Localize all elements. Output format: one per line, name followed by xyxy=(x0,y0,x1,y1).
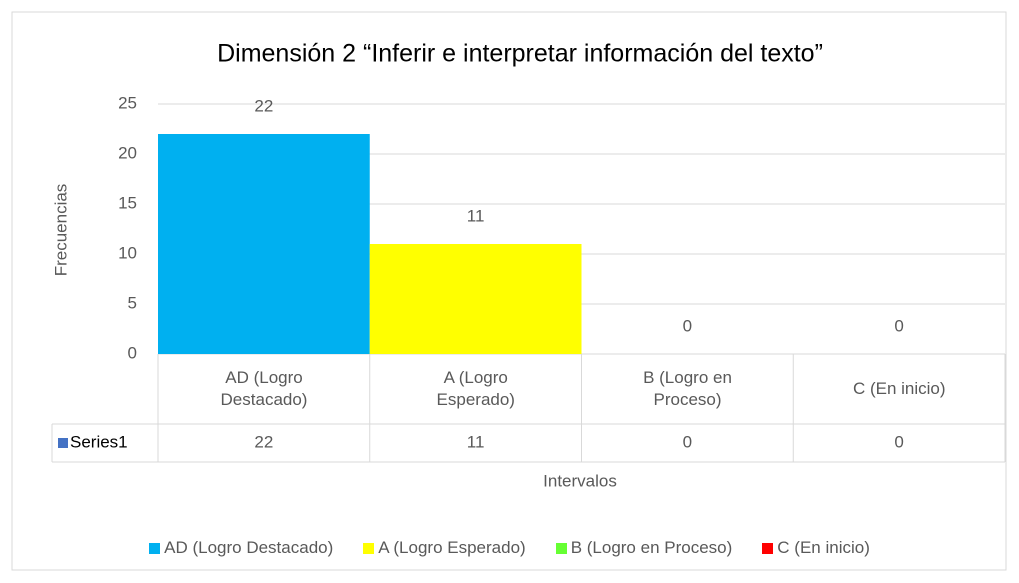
data-label: 0 xyxy=(894,316,903,335)
category-cell: B (Logro en Proceso) xyxy=(582,354,794,424)
y-axis-label: Frecuencias xyxy=(51,184,70,277)
legend-item: B (Logro en Proceso) xyxy=(555,538,733,558)
y-tick-label: 10 xyxy=(118,243,137,262)
category-cell: AD (Logro Destacado) xyxy=(158,354,370,424)
y-tick-label: 0 xyxy=(128,343,137,362)
legend-item: AD (Logro Destacado) xyxy=(149,538,333,558)
legend-item: A (Logro Esperado) xyxy=(363,538,526,558)
table-value: 0 xyxy=(683,432,692,451)
y-tick-label: 20 xyxy=(118,143,137,162)
table-value: 11 xyxy=(467,432,485,451)
x-axis-label: Intervalos xyxy=(543,471,617,490)
data-label: 11 xyxy=(467,206,485,225)
table-value: 0 xyxy=(894,432,903,451)
legend-label: B (Logro en Proceso) xyxy=(570,538,733,557)
category-cell: C (En inicio) xyxy=(793,354,1005,424)
bar xyxy=(158,134,370,354)
legend-key xyxy=(555,542,567,554)
table-value: 22 xyxy=(254,432,273,451)
y-tick-label: 15 xyxy=(118,193,137,212)
legend-item: C (En inicio) xyxy=(762,538,870,558)
chart-title: Dimensión 2 “Inferir e interpretar infor… xyxy=(217,40,823,68)
category-cell-box: C (En inicio) xyxy=(793,354,1005,424)
x-tick-label: AD (Logro Destacado) xyxy=(220,368,308,409)
legend-label: AD (Logro Destacado) xyxy=(164,538,334,557)
category-cell: A (Logro Esperado) xyxy=(370,354,582,424)
legend-key xyxy=(363,542,375,554)
y-tick-label: 5 xyxy=(128,293,137,312)
x-tick-label: B (Logro en Proceso) xyxy=(643,368,732,409)
legend-label: C (En inicio) xyxy=(777,538,870,557)
data-label: 0 xyxy=(683,316,692,335)
category-cell-box: AD (Logro Destacado) xyxy=(158,354,370,424)
legend: AD (Logro Destacado) A (Logro Esperado) B … xyxy=(0,538,1019,558)
legend-key xyxy=(58,438,68,448)
series-name: Series1 xyxy=(70,432,128,451)
legend-key xyxy=(149,542,161,554)
bar xyxy=(369,244,582,354)
category-cell-box: A (Logro Esperado) xyxy=(370,354,582,424)
x-tick-label: C (En inicio) xyxy=(852,379,946,398)
category-cell-box: B (Logro en Proceso) xyxy=(582,354,794,424)
legend-key xyxy=(762,542,774,554)
legend-label: A (Logro Esperado) xyxy=(378,538,526,557)
x-tick-label: A (Logro Esperado) xyxy=(436,368,515,409)
y-tick-label: 25 xyxy=(118,93,137,112)
data-label: 22 xyxy=(254,96,273,115)
